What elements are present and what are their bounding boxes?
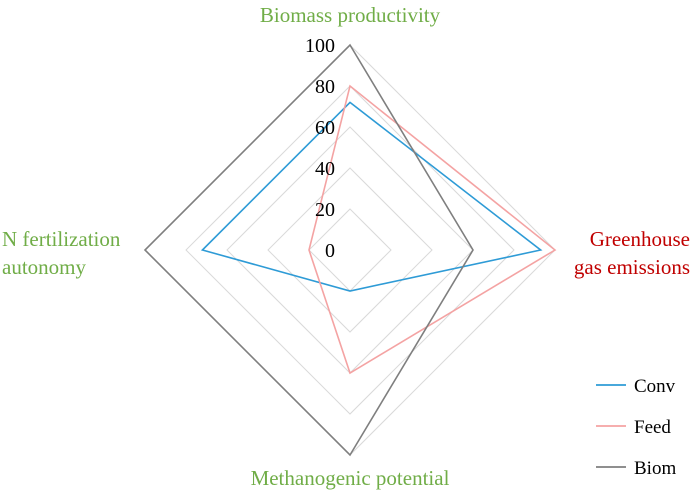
axis-title: Greenhouse gas emissions — [574, 227, 690, 279]
axis-title: Biomass productivity — [260, 3, 441, 27]
grid-ring-100 — [144, 44, 556, 456]
grid-ring-80 — [185, 85, 515, 415]
axis-titles: Biomass productivity Greenhouse gas emissi… — [2, 3, 690, 490]
tick-label: 20 — [315, 199, 335, 221]
axis-title: Methanogenic potential — [251, 466, 450, 490]
grid-ring-20 — [308, 208, 392, 292]
grid-ring-40 — [267, 167, 433, 333]
series-biom-line — [143, 43, 474, 457]
tick-labels: 0 20 40 60 80 100 — [305, 35, 335, 262]
series-feed-line — [308, 84, 557, 375]
tick-label: 80 — [315, 76, 335, 98]
tick-label: 60 — [315, 117, 335, 139]
grid-ring-60 — [226, 126, 474, 374]
legend-label-conv: Conv — [634, 376, 676, 397]
grid — [144, 44, 556, 456]
tick-label: 100 — [305, 35, 335, 57]
legend: Conv Feed Biom — [596, 376, 676, 479]
legend-label-feed: Feed — [634, 417, 671, 438]
series-conv-line — [200, 101, 543, 292]
tick-label: 0 — [325, 240, 335, 262]
series-layer — [143, 43, 557, 457]
axis-title: N fertilization autonomy — [2, 227, 121, 279]
legend-label-biom: Biom — [634, 458, 676, 479]
tick-label: 40 — [315, 158, 335, 180]
